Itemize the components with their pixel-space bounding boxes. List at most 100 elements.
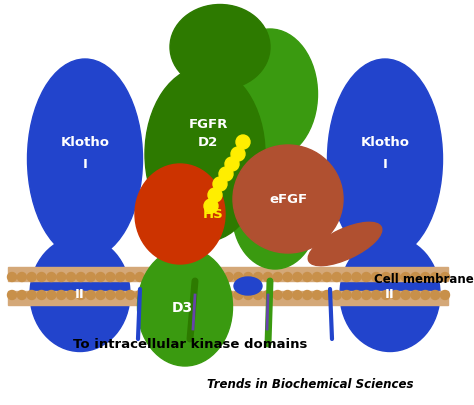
Circle shape [66,291,75,300]
Circle shape [27,291,36,300]
Circle shape [106,273,115,282]
Circle shape [440,291,449,300]
Text: HS: HS [202,208,223,221]
Circle shape [47,291,56,300]
Circle shape [264,273,273,282]
Circle shape [352,273,361,282]
Circle shape [145,273,154,282]
Circle shape [145,291,154,300]
Circle shape [37,273,46,282]
Circle shape [421,291,430,300]
Circle shape [362,273,371,282]
Text: Klotho: Klotho [361,136,410,149]
Circle shape [372,291,381,300]
Circle shape [37,291,46,300]
Circle shape [231,148,245,162]
Circle shape [254,273,263,282]
Circle shape [273,291,282,300]
Text: D3: D3 [172,300,192,314]
Circle shape [283,273,292,282]
Circle shape [431,291,440,300]
Circle shape [322,291,331,300]
Circle shape [332,273,341,282]
Circle shape [421,273,430,282]
Circle shape [342,273,351,282]
Circle shape [155,273,164,282]
Circle shape [194,273,203,282]
Circle shape [362,291,371,300]
Circle shape [411,273,420,282]
Circle shape [411,291,420,300]
Circle shape [219,168,233,181]
Ellipse shape [145,67,265,242]
Ellipse shape [340,237,440,352]
Text: I: I [82,158,87,171]
Circle shape [431,273,440,282]
Circle shape [293,273,302,282]
Circle shape [254,291,263,300]
Text: I: I [383,158,387,171]
Circle shape [175,273,184,282]
Circle shape [332,291,341,300]
Ellipse shape [233,160,318,269]
Circle shape [213,177,227,192]
Bar [8,291,448,305]
Circle shape [273,273,282,282]
Circle shape [372,273,381,282]
Circle shape [86,291,95,300]
Circle shape [225,158,239,172]
Text: To intracellular kinase domains: To intracellular kinase domains [73,338,307,351]
Circle shape [27,273,36,282]
Circle shape [322,273,331,282]
Circle shape [126,291,135,300]
Circle shape [204,273,213,282]
Circle shape [126,273,135,282]
Text: D2: D2 [198,136,218,149]
Circle shape [185,291,194,300]
Circle shape [136,273,145,282]
Circle shape [204,291,213,300]
Ellipse shape [308,223,382,266]
Circle shape [303,291,312,300]
Circle shape [440,273,449,282]
Circle shape [204,200,218,213]
Circle shape [214,291,223,300]
Circle shape [47,273,56,282]
Circle shape [136,291,145,300]
Text: II: II [385,288,395,301]
Circle shape [224,291,233,300]
Circle shape [185,273,194,282]
Circle shape [165,273,174,282]
Circle shape [236,136,250,149]
Bar [8,267,448,281]
Circle shape [303,273,312,282]
Ellipse shape [234,277,262,295]
Circle shape [76,291,85,300]
Circle shape [312,273,321,282]
Ellipse shape [137,248,233,366]
Ellipse shape [233,146,343,254]
Circle shape [8,291,17,300]
Circle shape [293,291,302,300]
Circle shape [18,273,27,282]
Circle shape [352,291,361,300]
Circle shape [224,273,233,282]
Ellipse shape [328,60,443,259]
Circle shape [244,291,253,300]
Text: Klotho: Klotho [61,136,109,149]
Circle shape [66,273,75,282]
Circle shape [175,291,184,300]
Circle shape [392,291,401,300]
Circle shape [86,273,95,282]
Text: eFGF: eFGF [269,193,307,206]
Circle shape [57,291,66,300]
Circle shape [106,291,115,300]
Circle shape [116,273,125,282]
Ellipse shape [222,30,318,160]
Circle shape [382,291,391,300]
Circle shape [283,291,292,300]
Circle shape [392,273,401,282]
Ellipse shape [170,6,270,90]
Circle shape [401,273,410,282]
Text: Cell membrane: Cell membrane [374,273,474,286]
